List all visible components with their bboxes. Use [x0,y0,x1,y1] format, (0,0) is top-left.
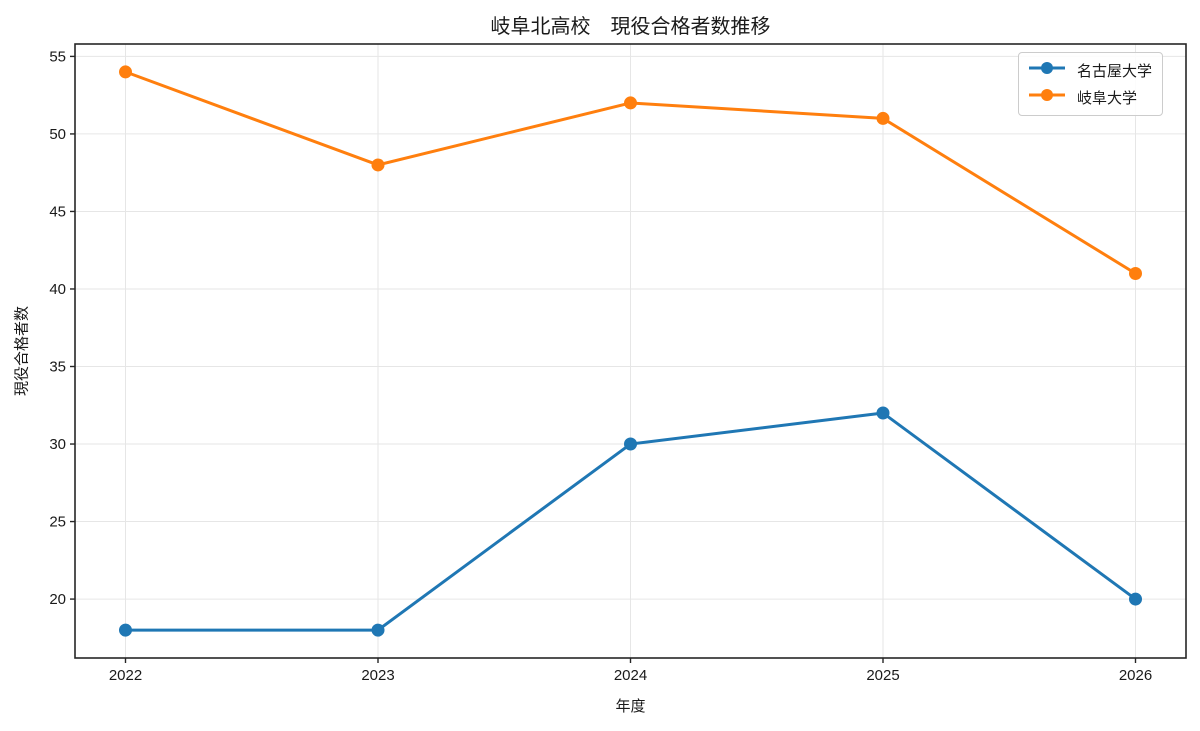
legend-item-gifu-university[interactable]: 岐阜大学 [1028,85,1152,110]
data-point-series1-2022 [119,65,132,79]
y-tick-label-45: 45 [49,203,66,220]
legend-item-nagoya-university[interactable]: 名古屋大学 [1028,58,1152,83]
y-tick-label-55: 55 [49,48,66,65]
data-point-series0-2025 [876,406,890,420]
legend-label-nagoya-university: 名古屋大学 [1077,63,1153,80]
y-tick-label-20: 20 [49,591,66,608]
legend-line-marker-icon [1028,61,1066,80]
y-tick-label-30: 30 [49,436,66,453]
data-point-series0-2023 [371,623,385,637]
y-tick-label-25: 25 [49,514,66,531]
y-axis-label: 現役合格者数 [13,305,31,397]
x-tick-label-2026: 2026 [1119,667,1152,684]
chart-title: 岐阜北高校 現役合格者数推移 [490,16,771,38]
legend-line-marker-icon [1028,88,1066,107]
data-point-series1-2024 [624,96,637,110]
legend: 名古屋大学 岐阜大学 [1018,52,1164,116]
data-point-series1-2026 [1129,266,1142,280]
x-tick-label-2025: 2025 [866,667,899,684]
y-tick-label-50: 50 [49,126,66,143]
x-tick-label-2022: 2022 [109,667,142,684]
y-tick-label-40: 40 [49,281,66,298]
legend-label-gifu-university: 岐阜大学 [1077,90,1138,107]
x-axis-label: 年度 [615,698,646,715]
data-point-series0-2022 [119,623,132,637]
data-point-series0-2026 [1129,592,1142,606]
data-point-series1-2025 [876,111,890,125]
y-tick-label-35: 35 [49,359,66,376]
x-tick-label-2024: 2024 [614,667,647,684]
data-point-series0-2024 [624,437,637,451]
x-tick-label-2023: 2023 [361,667,394,684]
data-point-series1-2023 [371,158,385,172]
